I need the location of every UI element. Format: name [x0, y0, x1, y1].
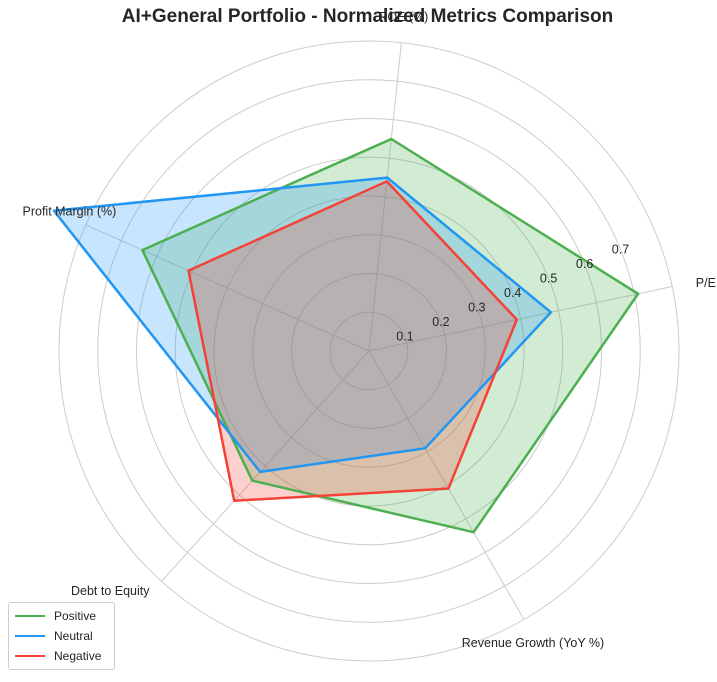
- r-tick-label: 0.1: [396, 330, 413, 344]
- series-line-neutral: [52, 176, 553, 474]
- r-tick-label: 0.3: [468, 301, 485, 315]
- spoke-line: [368, 286, 673, 352]
- axis-label-debt-to-equity: Debt to Equity: [71, 584, 150, 598]
- spoke-line: [161, 350, 370, 582]
- axis-label-roe: ROE (%): [378, 10, 428, 24]
- chart-title: AI+General Portfolio - Normalized Metric…: [121, 6, 614, 27]
- r-tick-label: 0.5: [540, 271, 557, 285]
- series-area-negative: [188, 181, 517, 501]
- grid-circle: [252, 234, 486, 468]
- legend-label-positive: Positive: [54, 609, 97, 623]
- spoke-line: [85, 224, 370, 352]
- spoke-line: [368, 350, 525, 620]
- legend-swatch-negative: [15, 654, 45, 658]
- legend-item-neutral: Neutral: [15, 626, 114, 646]
- series-area-neutral: [53, 177, 551, 472]
- series-line-positive: [141, 137, 640, 534]
- r-tick-label: 0.6: [576, 257, 593, 271]
- spoke-line: [368, 42, 402, 352]
- series-layer: [52, 137, 640, 534]
- legend-swatch-neutral: [15, 634, 45, 638]
- grid-circle: [329, 311, 409, 391]
- grid-circle: [97, 79, 641, 623]
- legend-label-neutral: Neutral: [54, 629, 93, 643]
- grid-circle: [58, 40, 680, 662]
- radial-grid: [58, 40, 680, 662]
- legend-item-positive: Positive: [15, 606, 114, 626]
- grid-circle: [213, 195, 525, 507]
- legend-label-negative: Negative: [54, 649, 102, 663]
- series-area-positive: [142, 139, 639, 533]
- axis-label-p-e: P/E: [696, 276, 716, 290]
- r-tick-label: 0.7: [612, 242, 629, 256]
- axis-labels: 0.1 0.2 0.3 0.4 0.5 0.6 0.7 P/E ROE (%) Profit Ma…: [23, 10, 716, 650]
- legend-item-negative: Negative: [15, 646, 114, 666]
- grid-circle: [174, 156, 564, 546]
- axis-label-revenue-growth-yoy: Revenue Growth (YoY %): [462, 636, 604, 650]
- legend-swatch-positive: [15, 614, 45, 618]
- legend: Positive Neutral Negative: [8, 602, 115, 670]
- axis-label-profit-margin: Profit Margin (%): [23, 205, 117, 219]
- grid-circle: [136, 118, 602, 584]
- r-tick-label: 0.4: [504, 286, 521, 300]
- r-tick-label: 0.2: [432, 315, 449, 329]
- grid-circle: [291, 273, 447, 429]
- series-line-negative: [187, 180, 519, 502]
